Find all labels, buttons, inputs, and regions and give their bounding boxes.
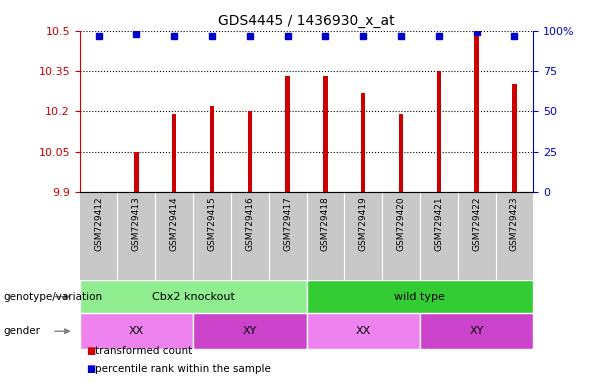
Bar: [474, 31, 479, 192]
Text: XY: XY: [243, 326, 257, 336]
Text: percentile rank within the sample: percentile rank within the sample: [95, 364, 271, 374]
Bar: [323, 76, 328, 192]
Title: GDS4445 / 1436930_x_at: GDS4445 / 1436930_x_at: [218, 14, 395, 28]
Text: GSM729423: GSM729423: [510, 197, 519, 251]
Text: GSM729419: GSM729419: [359, 197, 368, 251]
Bar: [398, 114, 403, 192]
Bar: [512, 84, 517, 192]
Text: XX: XX: [129, 326, 144, 336]
Text: gender: gender: [3, 326, 40, 336]
Bar: [285, 76, 290, 192]
Bar: [306, 313, 420, 349]
Bar: [436, 71, 441, 192]
Text: GSM729415: GSM729415: [207, 197, 216, 251]
Text: XY: XY: [470, 326, 484, 336]
Text: wild type: wild type: [395, 291, 445, 302]
Text: GSM729414: GSM729414: [170, 197, 179, 251]
Text: GSM729420: GSM729420: [397, 197, 406, 251]
Text: GSM729421: GSM729421: [434, 197, 443, 251]
Text: ■: ■: [86, 346, 95, 356]
Text: GSM729416: GSM729416: [245, 197, 254, 251]
Bar: [172, 114, 177, 192]
Bar: [80, 313, 193, 349]
Bar: [420, 313, 533, 349]
Bar: [210, 106, 215, 192]
Bar: [248, 111, 252, 192]
Text: transformed count: transformed count: [95, 346, 192, 356]
Bar: [306, 280, 533, 313]
Text: GSM729418: GSM729418: [321, 197, 330, 251]
Bar: [80, 280, 306, 313]
Text: genotype/variation: genotype/variation: [3, 291, 102, 302]
Text: GSM729413: GSM729413: [132, 197, 141, 251]
Text: GSM729417: GSM729417: [283, 197, 292, 251]
Bar: [193, 313, 306, 349]
Text: GSM729412: GSM729412: [94, 197, 103, 251]
Text: ■: ■: [86, 364, 95, 374]
Text: XX: XX: [356, 326, 371, 336]
Bar: [361, 93, 365, 192]
Text: GSM729422: GSM729422: [472, 197, 481, 251]
Bar: [134, 152, 139, 192]
Text: Cbx2 knockout: Cbx2 knockout: [151, 291, 235, 302]
